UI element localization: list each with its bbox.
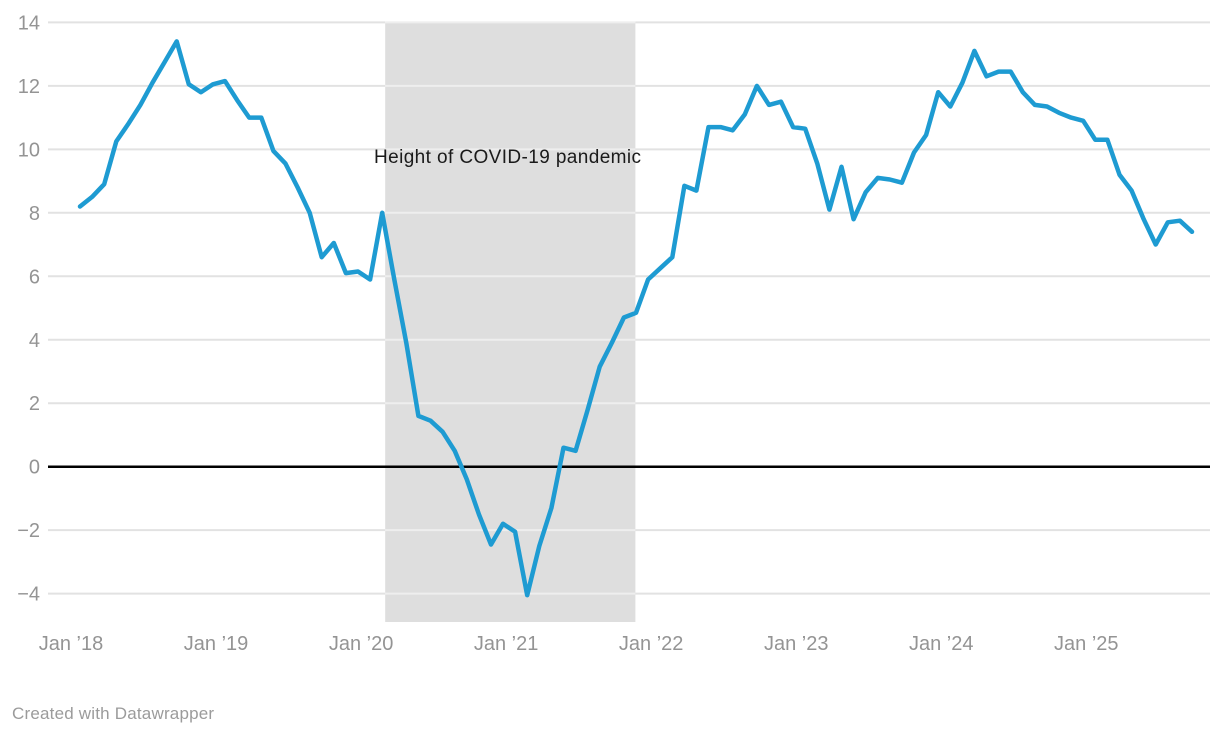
y-tick-label: 0 (29, 457, 40, 479)
y-tick-label: 8 (29, 203, 40, 225)
y-tick-label: 10 (18, 139, 40, 161)
x-tick-label: Jan ’19 (184, 633, 249, 655)
x-tick-label: Jan ’25 (1054, 633, 1119, 655)
x-tick-label: Jan ’22 (619, 633, 684, 655)
x-tick-label: Jan ’21 (474, 633, 539, 655)
y-tick-label: 12 (18, 76, 40, 98)
y-tick-label: 4 (29, 330, 40, 352)
y-tick-label: −4 (17, 584, 40, 606)
x-tick-label: Jan ’23 (764, 633, 829, 655)
covid-band-annotation: Height of COVID-19 pandemic (374, 147, 642, 168)
y-tick-label: 2 (29, 393, 40, 415)
attribution: Created with Datawrapper (12, 704, 215, 723)
y-tick-label: 6 (29, 266, 40, 288)
line-chart-canvas: 14 12 10 8 6 4 2 0 −2 −4 Jan ’18 Jan ’19 Jan ’20 Jan … (17, 12, 1210, 655)
y-tick-label: 14 (18, 12, 40, 34)
x-tick-label: Jan ’18 (39, 633, 104, 655)
y-tick-label: −2 (17, 520, 40, 542)
x-tick-label: Jan ’24 (909, 633, 974, 655)
data-line (77, 39, 1195, 598)
covid-shaded-band (385, 22, 636, 622)
x-tick-label: Jan ’20 (329, 633, 394, 655)
